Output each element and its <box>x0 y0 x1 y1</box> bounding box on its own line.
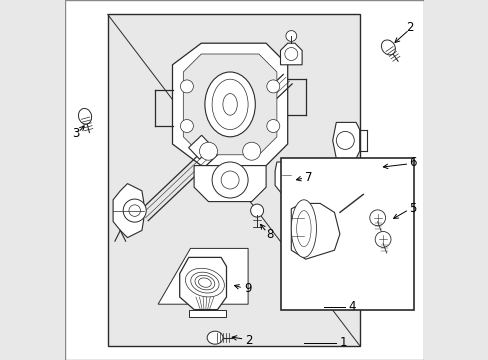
Ellipse shape <box>180 120 193 132</box>
Ellipse shape <box>266 120 279 132</box>
Ellipse shape <box>266 80 279 93</box>
Text: 9: 9 <box>244 282 251 295</box>
Polygon shape <box>332 122 359 166</box>
Ellipse shape <box>221 171 239 189</box>
Ellipse shape <box>242 142 260 160</box>
Ellipse shape <box>291 200 316 257</box>
Polygon shape <box>113 184 143 238</box>
Ellipse shape <box>129 205 140 216</box>
Ellipse shape <box>198 278 211 287</box>
Polygon shape <box>158 248 247 304</box>
Polygon shape <box>172 43 287 166</box>
Ellipse shape <box>223 94 237 115</box>
Ellipse shape <box>336 131 354 149</box>
Ellipse shape <box>284 48 297 60</box>
Text: 2: 2 <box>405 21 412 34</box>
Text: 7: 7 <box>305 171 312 184</box>
Ellipse shape <box>199 142 217 160</box>
Text: 3: 3 <box>72 127 80 140</box>
Polygon shape <box>183 54 276 155</box>
Text: 6: 6 <box>408 156 416 169</box>
Text: 8: 8 <box>265 228 273 241</box>
Ellipse shape <box>207 331 223 344</box>
Ellipse shape <box>285 31 296 41</box>
Ellipse shape <box>78 108 91 124</box>
Ellipse shape <box>180 80 193 93</box>
Ellipse shape <box>190 272 219 293</box>
Text: 1: 1 <box>339 336 346 349</box>
Ellipse shape <box>381 40 395 55</box>
Bar <box>107 14 359 346</box>
Polygon shape <box>280 43 302 65</box>
Polygon shape <box>291 203 339 259</box>
Ellipse shape <box>185 268 224 297</box>
Ellipse shape <box>204 72 255 137</box>
Bar <box>280 158 413 310</box>
Ellipse shape <box>250 204 263 217</box>
Ellipse shape <box>296 211 310 247</box>
Bar <box>188 135 212 159</box>
Polygon shape <box>275 162 298 194</box>
Text: 2: 2 <box>244 334 252 347</box>
Ellipse shape <box>369 210 385 226</box>
Polygon shape <box>179 257 226 310</box>
Text: 4: 4 <box>347 300 355 313</box>
Ellipse shape <box>374 231 390 247</box>
Ellipse shape <box>212 79 247 130</box>
Text: 5: 5 <box>408 202 416 215</box>
Polygon shape <box>188 310 226 317</box>
Polygon shape <box>194 166 265 202</box>
Ellipse shape <box>123 199 146 222</box>
Ellipse shape <box>195 275 214 290</box>
Ellipse shape <box>212 162 247 198</box>
